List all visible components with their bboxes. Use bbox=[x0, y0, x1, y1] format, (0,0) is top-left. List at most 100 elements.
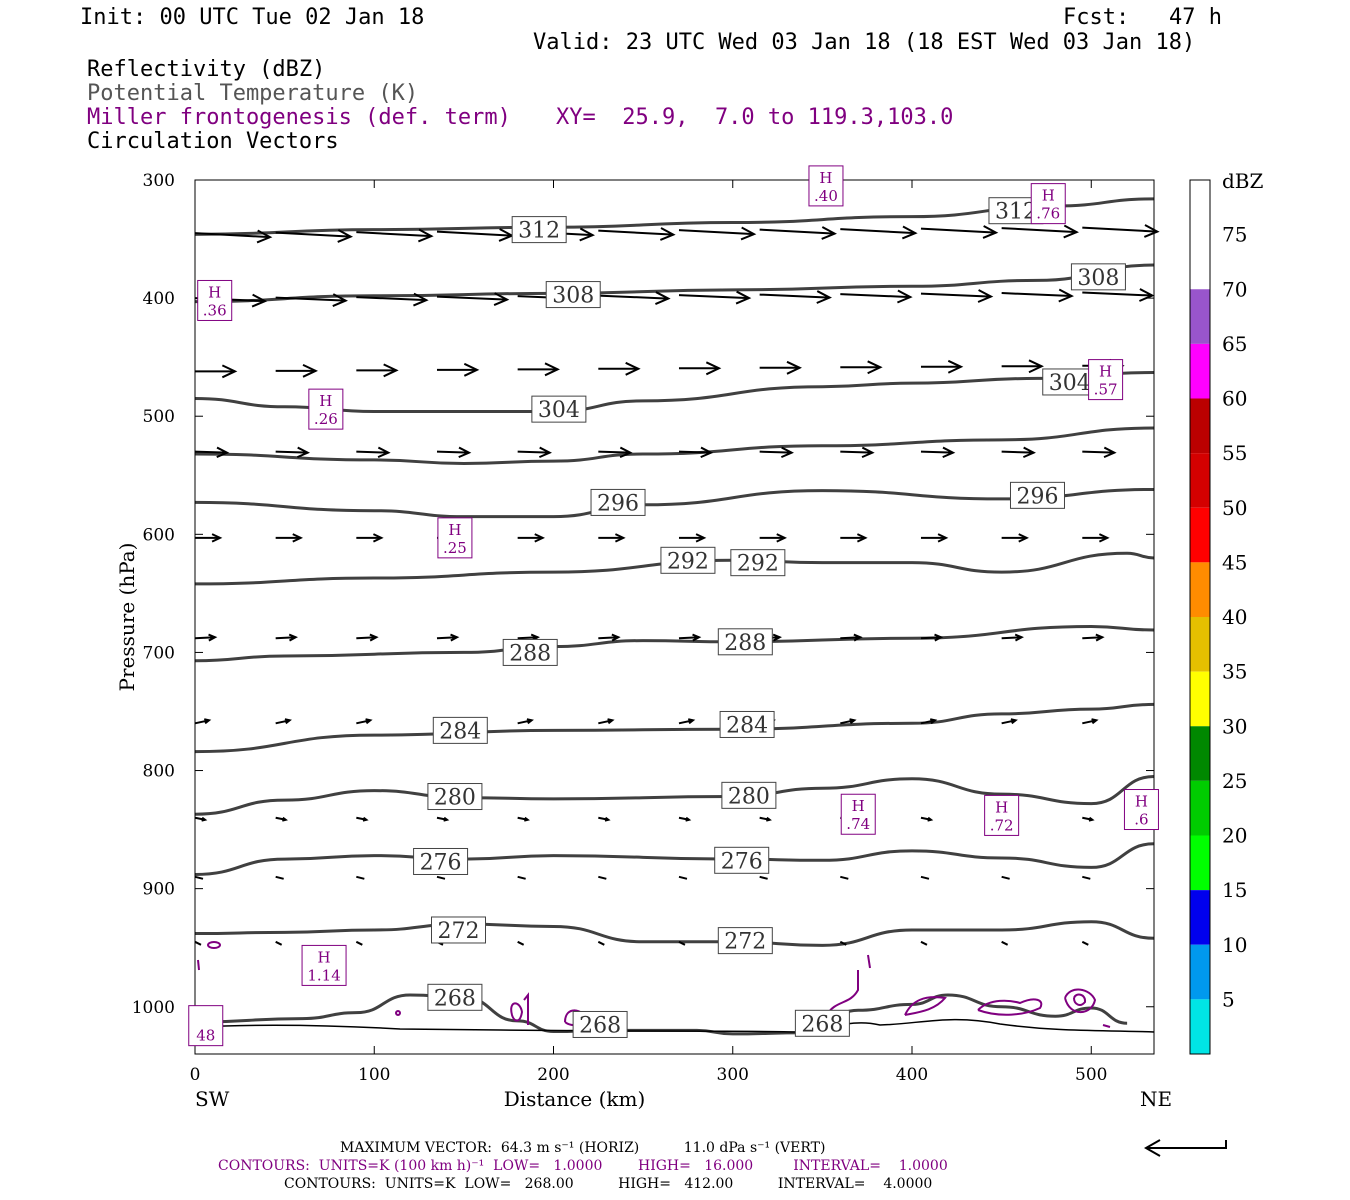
vector-head bbox=[692, 633, 702, 642]
vector-arrow-icon bbox=[517, 940, 525, 946]
vector-arrow-icon bbox=[194, 446, 230, 459]
vector-arrow-icon bbox=[598, 718, 615, 725]
vector-head bbox=[463, 362, 480, 377]
theta-contour-284 bbox=[194, 702, 1155, 754]
vector-shaft bbox=[840, 719, 855, 725]
vector-arrow-icon bbox=[436, 292, 510, 306]
contour-label: 308 bbox=[1070, 263, 1126, 291]
vector-head bbox=[377, 446, 391, 459]
vector-head bbox=[934, 633, 944, 642]
vector-shaft bbox=[1082, 226, 1158, 233]
vector-head bbox=[216, 446, 230, 459]
vector-head bbox=[927, 816, 934, 822]
contour-label-text: 304 bbox=[538, 398, 580, 423]
vector-head bbox=[861, 446, 875, 459]
field-potential-temperature: Potential Temperature (K) bbox=[87, 81, 419, 106]
vector-head bbox=[853, 633, 863, 642]
colorbar-tick-label: 40 bbox=[1222, 605, 1247, 629]
vector-head bbox=[687, 718, 696, 725]
contour-label: 284 bbox=[432, 716, 488, 744]
cross-section-endpoints: XY= 25.9, 7.0 to 119.3,103.0 bbox=[556, 105, 954, 130]
vector-head bbox=[372, 533, 384, 543]
vector-shaft bbox=[678, 875, 688, 880]
vector-shaft bbox=[1001, 940, 1009, 946]
vector-head bbox=[544, 362, 560, 377]
vector-shaft bbox=[275, 231, 351, 238]
contour-label: 272 bbox=[717, 927, 773, 955]
vector-arrow-icon bbox=[436, 816, 450, 822]
colorbar-segment bbox=[1190, 671, 1210, 727]
vector-arrow-icon bbox=[517, 362, 560, 377]
vector-shaft bbox=[517, 636, 538, 640]
vector-arrow-icon bbox=[678, 361, 722, 376]
contour-label-box bbox=[590, 488, 646, 516]
vector-head bbox=[413, 292, 429, 307]
vector-head bbox=[282, 816, 288, 822]
frontogenesis-max-box bbox=[1030, 183, 1066, 225]
vector-arrow-icon bbox=[1082, 446, 1117, 459]
y-tick-label: 1000 bbox=[132, 998, 175, 1018]
vector-head bbox=[1091, 718, 1099, 725]
vector-head bbox=[302, 363, 319, 378]
vector-head bbox=[1095, 633, 1105, 642]
vector-head bbox=[607, 718, 615, 725]
frontogenesis-max-value: .57 bbox=[1094, 381, 1118, 399]
contour-label: 276 bbox=[714, 846, 770, 874]
vector-head bbox=[929, 718, 938, 725]
contour-label-text: 288 bbox=[509, 641, 551, 666]
contour-label-box bbox=[794, 1009, 850, 1037]
vector-arrow-icon bbox=[194, 816, 208, 822]
contour-label-box bbox=[719, 710, 775, 738]
frontogenesis-contour-info: CONTOURS: UNITS=K (100 km h)⁻¹ LOW= 1.00… bbox=[218, 1158, 948, 1174]
frontogenesis-max-label: H.76 bbox=[1030, 183, 1066, 225]
contour-label-box bbox=[572, 1010, 628, 1038]
vector-arrow-icon bbox=[598, 446, 633, 459]
contour-label-text: 308 bbox=[1077, 266, 1119, 291]
contour-label-box bbox=[511, 216, 567, 244]
frontogenesis-max-symbol: H bbox=[448, 521, 461, 539]
colorbar-tick-label: 20 bbox=[1222, 824, 1247, 848]
theta-contour-288 bbox=[194, 624, 1155, 663]
vector-arrow-icon bbox=[1081, 940, 1089, 946]
y-axis-label: Pressure (hPa) bbox=[115, 543, 139, 692]
vector-arrow-icon bbox=[920, 225, 999, 239]
vector-shaft bbox=[1001, 636, 1022, 640]
vector-arrow-icon bbox=[356, 875, 365, 880]
colorbar-segment bbox=[1190, 999, 1210, 1054]
contour-label-box bbox=[717, 927, 773, 955]
vector-arrow-icon bbox=[920, 359, 964, 374]
vector-shaft bbox=[840, 228, 916, 235]
vector-head bbox=[740, 226, 757, 241]
vector-shaft bbox=[759, 293, 830, 299]
axes: 300 400 500 600 700 800 900 1000 0 100 200 300 400 50… bbox=[115, 171, 1172, 1111]
vector-head bbox=[458, 446, 472, 459]
vector-arrow-icon bbox=[598, 227, 676, 241]
vector-arrow-icon bbox=[275, 816, 288, 822]
vector-arrow-icon bbox=[840, 633, 863, 642]
vector-arrow-icon bbox=[840, 360, 883, 375]
vector-arrow-icon bbox=[678, 290, 752, 305]
vector-head bbox=[849, 718, 857, 725]
y-tick-label: 800 bbox=[143, 762, 175, 782]
vector-arrow-icon bbox=[920, 816, 934, 822]
contour-label-text: 308 bbox=[552, 284, 594, 309]
frontogenesis-max-box bbox=[808, 165, 844, 207]
vector-arrow-icon bbox=[598, 633, 621, 642]
vector-arrow-icon bbox=[598, 875, 607, 880]
colorbar-tick-label: 5 bbox=[1222, 987, 1235, 1011]
contour-label: 288 bbox=[502, 638, 558, 666]
vector-shaft bbox=[920, 292, 992, 298]
vector-arrow-icon bbox=[678, 533, 707, 543]
frontogenesis-max-symbol: H bbox=[819, 169, 832, 187]
colorbar-tick-label: 55 bbox=[1222, 441, 1247, 465]
vector-head bbox=[614, 533, 626, 543]
vector-shaft bbox=[517, 719, 532, 725]
frontogenesis-max-label: H.40 bbox=[808, 165, 844, 207]
vector-shaft bbox=[920, 875, 930, 880]
vector-arrow-icon bbox=[195, 364, 238, 379]
vector-shaft bbox=[1082, 636, 1103, 640]
vector-arrow-icon bbox=[840, 225, 918, 240]
vector-head bbox=[937, 533, 949, 543]
colorbar-segment bbox=[1190, 944, 1210, 1000]
vector-head bbox=[856, 533, 868, 543]
